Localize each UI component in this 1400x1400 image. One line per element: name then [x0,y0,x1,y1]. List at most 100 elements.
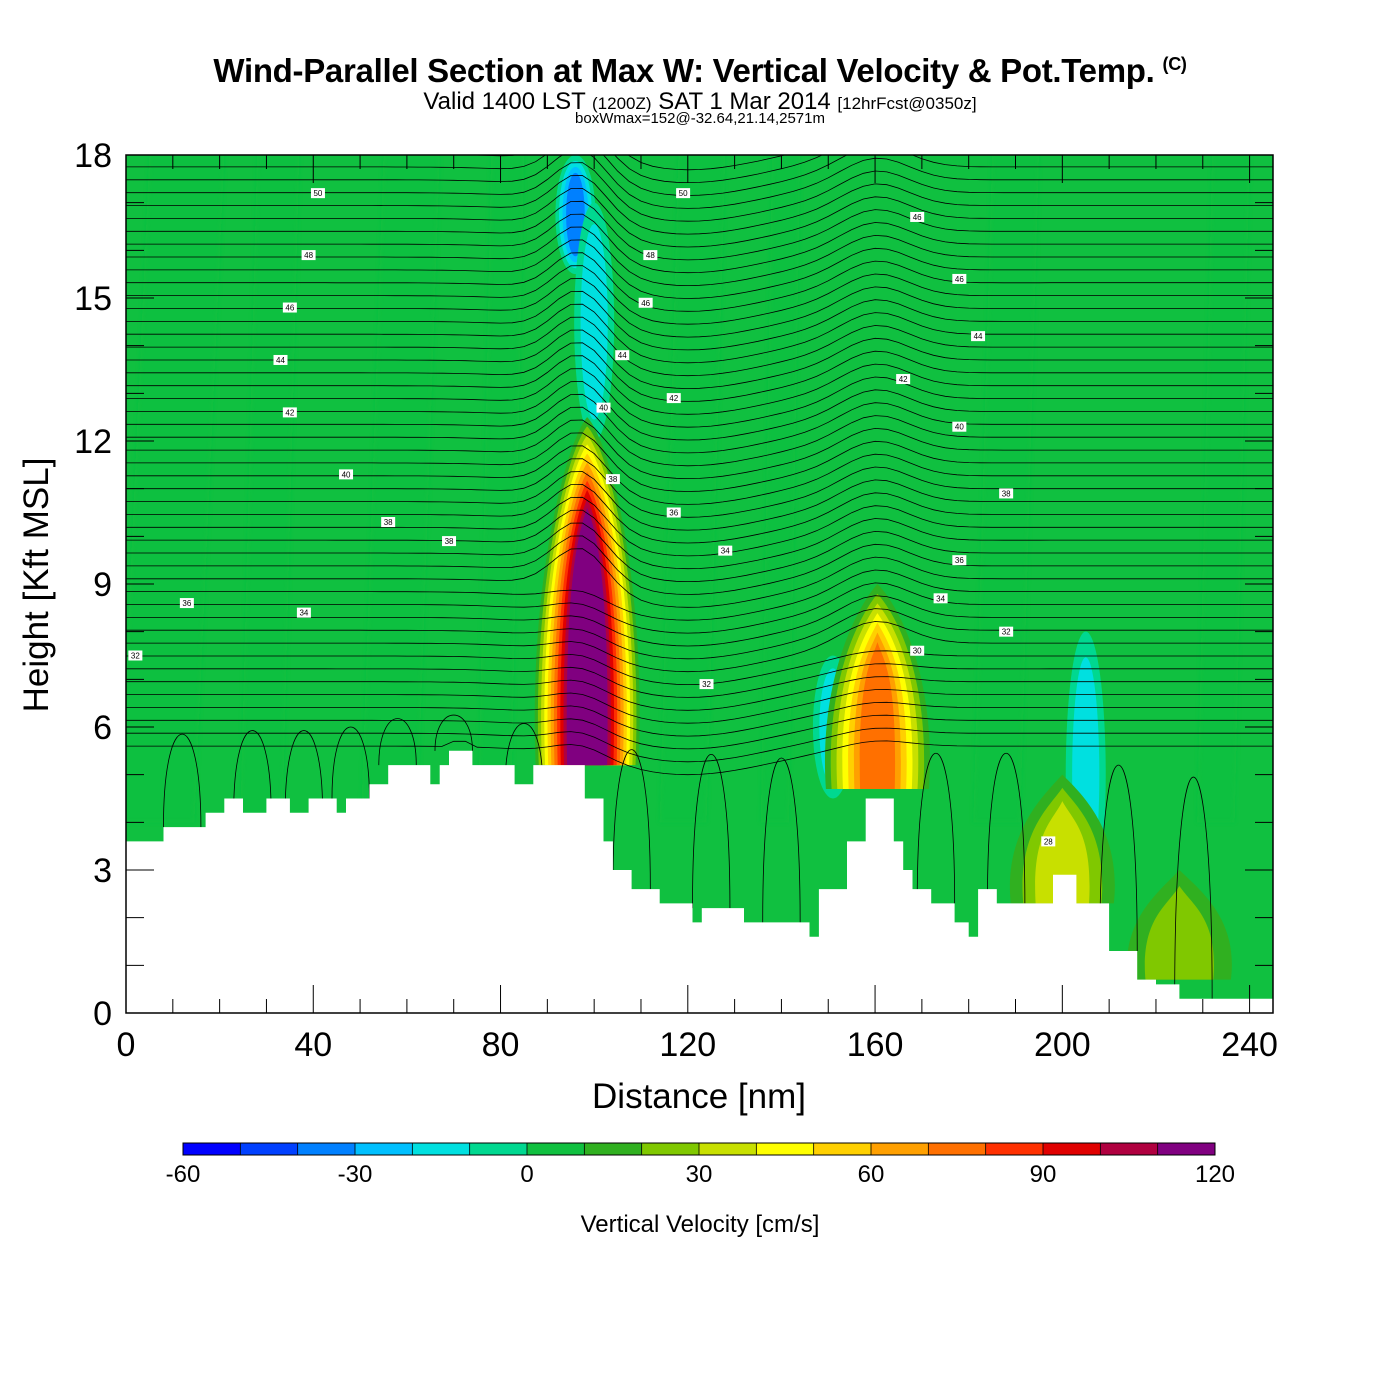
colorbar-swatch [355,1143,413,1155]
theta-contour-label: 48 [643,250,658,261]
colorbar-tick-label: 30 [686,1161,713,1188]
theta-isoline [126,548,1273,608]
x-tick-label: 0 [117,1026,136,1064]
colorbar-swatch [527,1143,585,1155]
theta-contour-label: 46 [638,297,653,308]
theta-isoline [126,316,1273,377]
theta-isoline [126,595,1273,647]
colorbar-swatch [756,1143,815,1155]
colorbar-tick-label: -60 [166,1161,201,1188]
svg-text:32: 32 [131,652,140,661]
theta-isoline [692,754,731,909]
colorbar-swatch [240,1143,299,1155]
theta-isoline [126,278,1273,338]
theta-isoline [126,496,1273,557]
svg-text:38: 38 [384,518,393,527]
theta-isoline [126,522,1273,583]
theta-contour-label: 46 [282,302,297,313]
chart-title: Wind-Parallel Section at Max W: Vertical… [0,52,1400,90]
y-tick-label: 18 [74,137,112,175]
y-axis-label: Height [Kft MSL] [17,458,56,713]
theta-isoline [126,155,1273,196]
x-tick-label: 240 [1221,1026,1278,1064]
svg-text:34: 34 [721,547,730,556]
svg-text:42: 42 [899,375,908,384]
svg-text:38: 38 [1002,489,1011,498]
theta-contour-label: 36 [179,598,194,609]
weak-updraft-streak [478,155,524,823]
colorbar-swatch [584,1143,643,1155]
theta-contour-label: 30 [910,645,925,656]
y-axis-tick-labels: 0 3 6 9 12 15 18 [74,137,112,1033]
theta-isoline [126,621,1273,673]
colorbar-swatch [1157,1143,1216,1155]
theta-contour-label: 34 [296,607,311,618]
svg-text:46: 46 [955,275,964,284]
theta-isoline [762,757,801,923]
theta-isoline [126,471,1273,531]
theta-isoline [126,342,1273,402]
theta-contour-label: 36 [666,507,681,518]
theta-isoline [434,714,473,751]
theta-isoline [612,749,651,890]
theta-contour-label: 38 [442,536,457,547]
theta-isoline [126,714,1273,750]
axis-ticks [125,154,1273,1014]
theta-isoline [284,730,324,813]
colorbar-tick-label: 60 [858,1161,885,1188]
theta-isoline [126,608,1273,660]
box-wmax-info: boxWmax=152@-32.64,21.14,2571m [575,110,825,127]
theta-isoline [126,290,1273,351]
theta-contour-label: 44 [971,331,986,342]
theta-isoline [126,432,1273,492]
theta-contour-label: 46 [910,211,925,222]
theta-contour-label: 28 [1041,836,1056,847]
plot-area: 32 36 34 38 38 40 42 44 46 48 50 50 48 46 44 42 40 38 36 34… [126,155,1273,1013]
theta-isoline [126,303,1273,364]
theta-contour-label: 36 [952,555,967,566]
theta-isoline [126,676,1273,711]
svg-text:36: 36 [955,556,964,565]
weak-updraft-streak [659,155,726,823]
theta-isoline [126,155,1273,209]
theta-isoline [126,200,1273,261]
theta-isoline [126,239,1273,299]
theta-contour-label: 32 [128,650,143,661]
theta-isoline [126,650,1273,686]
theta-isoline [126,368,1273,428]
svg-text:32: 32 [702,680,711,689]
y-tick-label: 0 [93,995,112,1033]
theta-contour-label: 42 [896,374,911,385]
svg-text:50: 50 [313,189,322,198]
svg-text:32: 32 [1002,628,1011,637]
downdraft-contour [580,224,608,420]
svg-text:48: 48 [304,251,313,260]
colorbar [182,1142,1216,1156]
theta-contour-label: 42 [282,407,297,418]
theta-contour-label: 38 [605,474,620,485]
x-tick-label: 120 [659,1026,716,1064]
theta-isoline [126,727,1273,763]
valid-time: Valid 1400 LST [423,88,586,115]
colorbar-swatch [469,1143,528,1155]
theta-isoline [126,419,1273,480]
theta-isoline [126,740,1273,776]
theta-contour-label: 44 [273,354,288,365]
svg-text:46: 46 [641,299,650,308]
colorbar-tick-label: 0 [520,1161,533,1188]
theta-contour-label: 38 [381,517,396,528]
colorbar-tick-label: 120 [1195,1161,1235,1188]
svg-text:44: 44 [618,351,627,360]
theta-isoline [126,701,1273,737]
theta-contour-label: 48 [301,250,316,261]
theta-isoline [126,380,1273,441]
forecast-info: [12hrFcst@0350z] [837,94,977,113]
colorbar-swatch [641,1143,700,1155]
y-tick-label: 6 [93,709,112,747]
theta-isoline [126,689,1273,724]
copyright-mark: (C) [1162,54,1187,74]
theta-contour-label: 34 [718,545,733,556]
svg-text:30: 30 [913,647,922,656]
svg-text:34: 34 [299,609,308,618]
svg-text:50: 50 [679,189,688,198]
